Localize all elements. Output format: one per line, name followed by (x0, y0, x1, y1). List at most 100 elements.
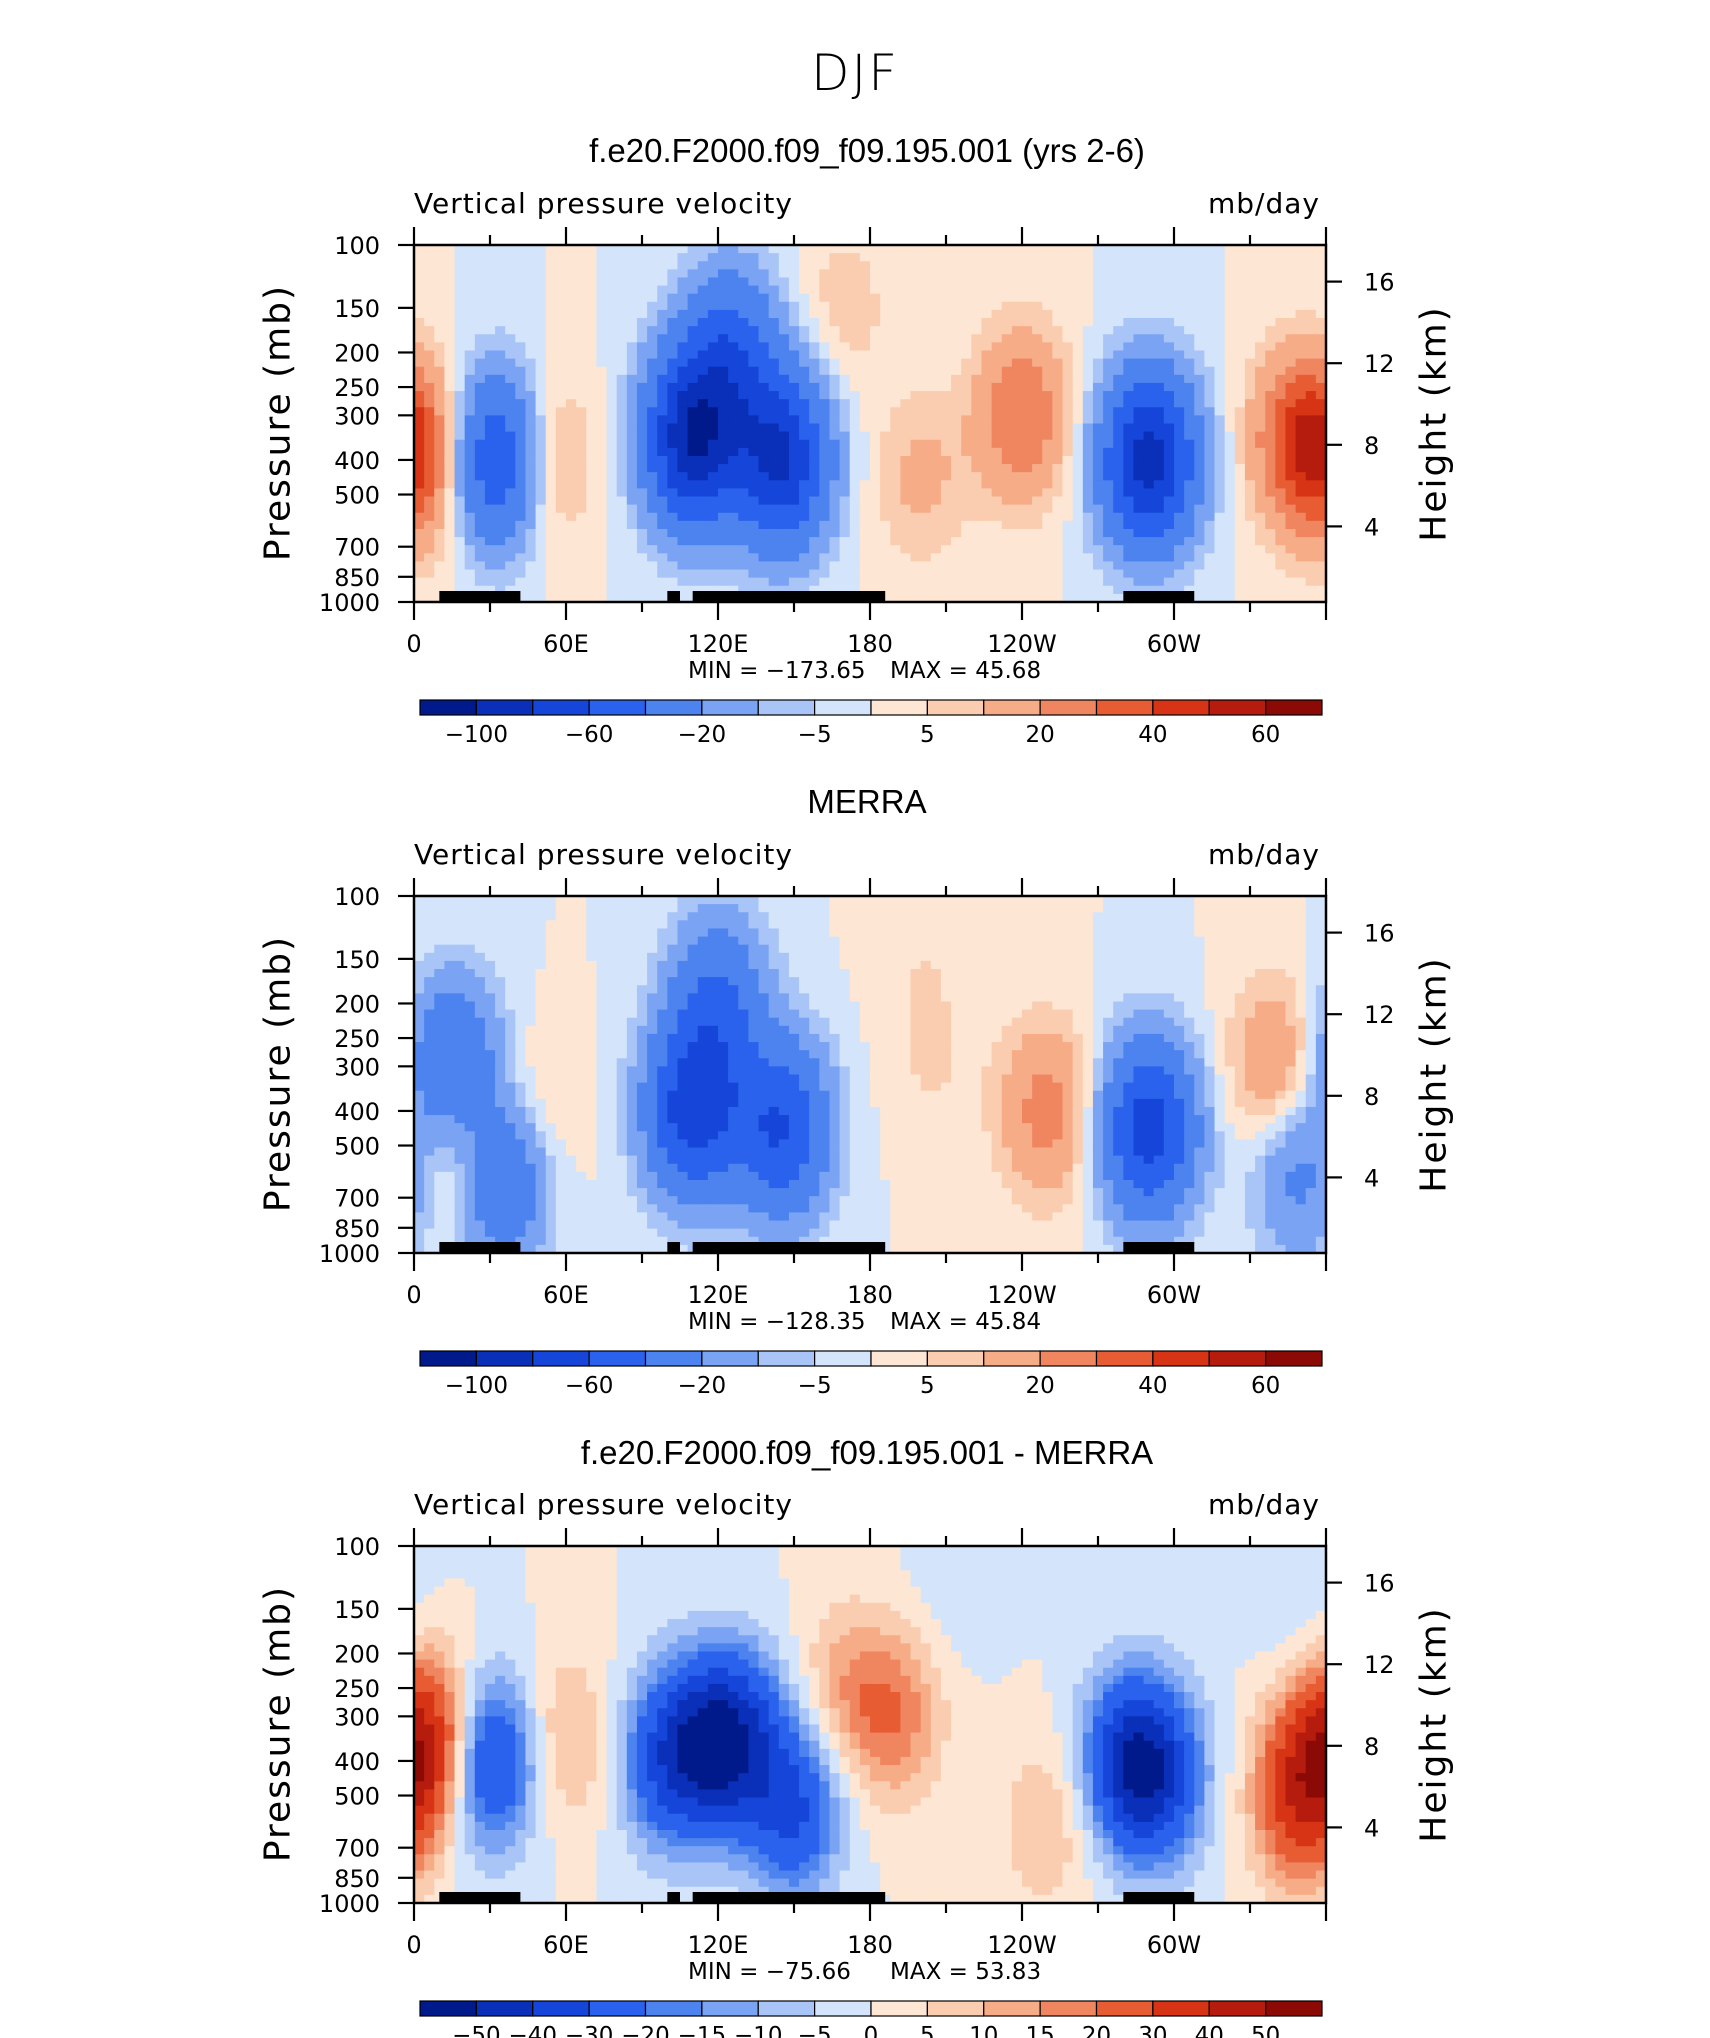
field-cell (677, 366, 689, 376)
field-cell (545, 488, 557, 498)
field-cell (799, 358, 810, 368)
field-cell (718, 318, 729, 327)
field-cell (667, 423, 679, 433)
field-cell (981, 326, 993, 335)
field-cell (707, 431, 719, 441)
field-cell (1214, 374, 1226, 384)
field-cell (1295, 301, 1307, 311)
field-cell (484, 545, 496, 554)
field-cell (971, 912, 983, 921)
field-cell (930, 423, 942, 433)
field-cell (768, 512, 780, 522)
field-cell (1275, 399, 1287, 408)
field-cell (1194, 253, 1205, 262)
field-cell (859, 504, 871, 514)
field-cell (444, 382, 456, 392)
field-cell (1052, 342, 1064, 352)
field-cell (495, 407, 506, 416)
field-cell (880, 261, 891, 270)
field-cell (1184, 301, 1195, 311)
field-cell (495, 350, 506, 360)
field-cell (545, 391, 557, 400)
field-cell (859, 464, 871, 473)
field-cell (961, 488, 972, 498)
field-cell (788, 904, 800, 913)
field-cell (687, 960, 699, 970)
field-cell (728, 358, 739, 368)
field-cell (667, 969, 679, 978)
field-cell (758, 391, 770, 400)
field-cell (434, 504, 445, 514)
field-cell (1052, 464, 1064, 473)
field-cell (474, 261, 486, 270)
field-cell (880, 366, 891, 376)
field-cell (657, 245, 668, 254)
field-cell (1285, 358, 1297, 368)
field-cell (900, 269, 912, 279)
colorbar-box (1265, 699, 1323, 716)
field-cell (910, 488, 922, 498)
field-cell (1184, 245, 1195, 254)
field-cell (890, 472, 901, 481)
field-cell (1011, 488, 1023, 498)
field-cell (940, 318, 952, 327)
field-cell (525, 455, 537, 465)
field-cell (961, 577, 972, 587)
field-cell (1184, 920, 1195, 930)
field-cell (1234, 269, 1246, 279)
field-cell (870, 936, 881, 946)
field-cell (1315, 952, 1327, 962)
field-cell (819, 537, 831, 546)
field-cell (1133, 569, 1145, 579)
field-cell (1092, 561, 1104, 571)
field-cell (1295, 334, 1307, 343)
field-cell (1082, 472, 1094, 481)
field-cell (414, 960, 425, 970)
field-cell (555, 342, 567, 352)
field-cell (1103, 952, 1114, 962)
field-cell (1052, 277, 1064, 287)
field-cell (1174, 423, 1185, 433)
field-cell (961, 277, 972, 287)
field-cell (657, 920, 668, 930)
field-cell (870, 561, 881, 571)
field-cell (647, 585, 658, 595)
field-cell (951, 577, 962, 587)
field-cell (981, 301, 993, 311)
field-cell (1184, 472, 1195, 481)
field-cell (414, 245, 425, 254)
field-cell (1052, 537, 1064, 546)
field-cell (748, 952, 760, 962)
field-cell (1285, 512, 1297, 522)
field-cell (1062, 253, 1074, 262)
field-cell (778, 472, 790, 481)
field-cell (971, 520, 983, 530)
field-cell (505, 464, 516, 473)
field-cell (667, 431, 679, 441)
field-cell (454, 350, 466, 360)
field-cell (1214, 577, 1226, 587)
field-cell (1244, 269, 1256, 279)
field-cell (1143, 423, 1155, 433)
field-cell (728, 520, 739, 530)
field-cell (981, 960, 993, 970)
field-cell (1143, 520, 1155, 530)
field-cell (718, 488, 729, 498)
field-cell (1194, 496, 1205, 506)
field-cell (626, 528, 638, 538)
field-cell (1113, 455, 1124, 465)
field-cell (1133, 245, 1145, 254)
field-cell (687, 253, 699, 262)
field-cell (758, 520, 770, 530)
field-cell (1214, 245, 1226, 254)
field-cell (616, 520, 628, 530)
field-cell (596, 334, 608, 343)
field-cell (1113, 504, 1124, 514)
field-cell (1315, 944, 1327, 954)
field-cell (525, 952, 537, 962)
field-cell (505, 318, 516, 327)
field-cell (1072, 342, 1084, 352)
field-cell (1234, 309, 1246, 319)
field-cell (951, 904, 962, 913)
field-cell (1001, 253, 1013, 262)
